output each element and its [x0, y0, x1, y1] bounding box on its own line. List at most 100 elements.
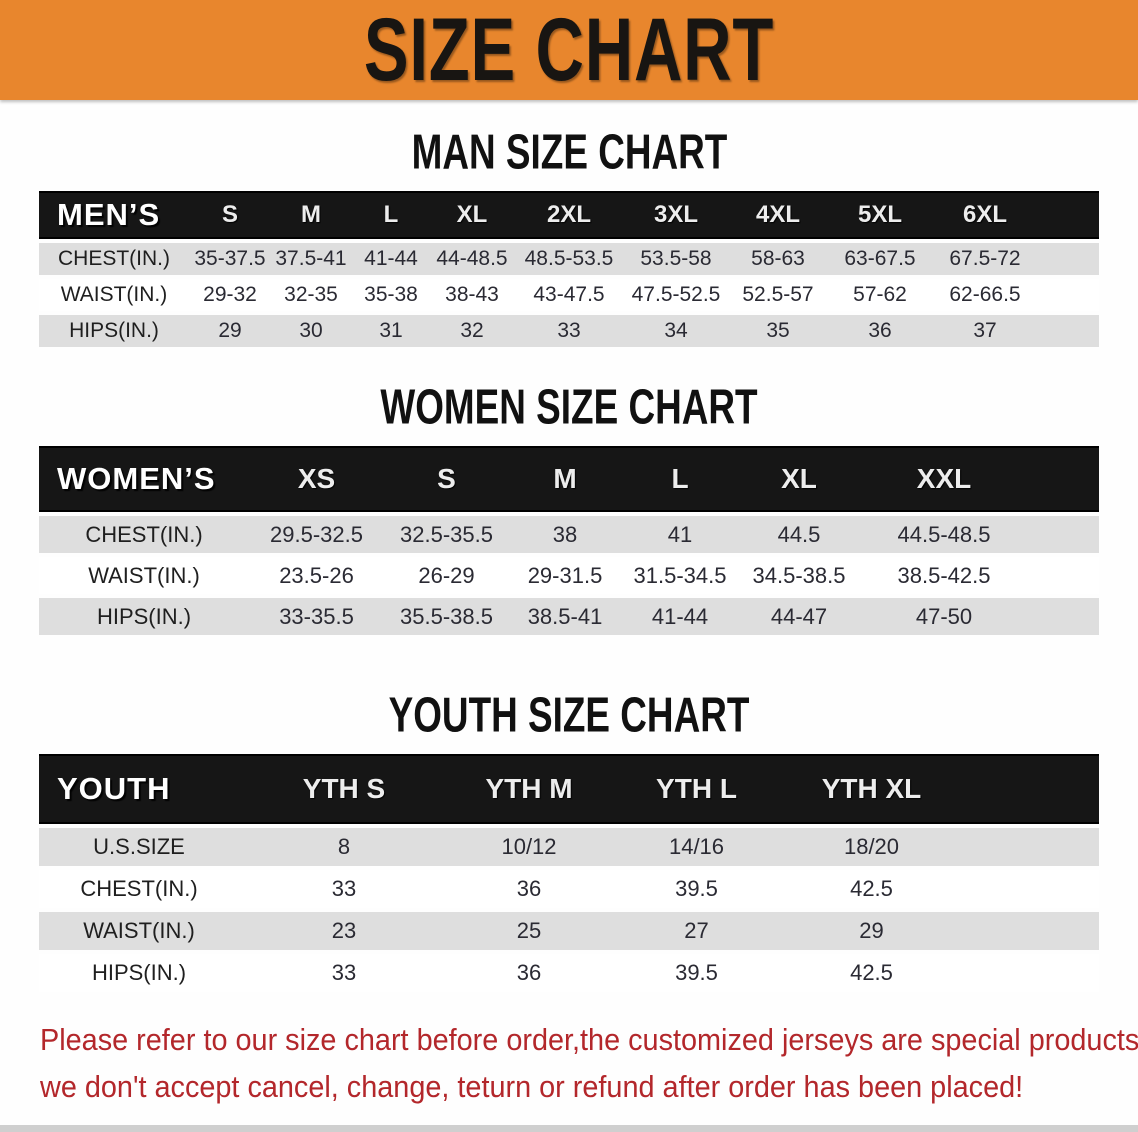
measurement-value-cell: 29-31.5: [509, 557, 621, 594]
spacer-cell: [959, 870, 1099, 908]
measurement-value-cell: 32.5-35.5: [384, 516, 509, 553]
measurement-value-cell: 29.5-32.5: [249, 516, 384, 553]
measurement-value-cell: 33-35.5: [249, 598, 384, 635]
measurement-row-label: HIPS(IN.): [39, 598, 249, 635]
measurement-row-label: CHEST(IN.): [39, 870, 239, 908]
men-section-title: MAN SIZE CHART: [411, 123, 727, 180]
measurement-value-cell: 26-29: [384, 557, 509, 594]
spacer-cell: [1029, 557, 1099, 594]
spacer-cell: [959, 754, 1099, 824]
measurement-value-cell: 27: [609, 912, 784, 950]
measurement-value-cell: 67.5-72: [931, 243, 1039, 275]
measurement-value-cell: 8: [239, 828, 449, 866]
spacer-cell: [1039, 315, 1099, 347]
measurement-value-cell: 47-50: [859, 598, 1029, 635]
measurement-value-cell: 10/12: [449, 828, 609, 866]
table-row: HIPS(IN.) 29 30 31 32 33 34 35 36 37: [39, 315, 1099, 347]
measurement-value-cell: 30: [271, 315, 351, 347]
measurement-value-cell: 38-43: [431, 279, 513, 311]
size-column-header: YTH XL: [784, 754, 959, 824]
spacer-cell: [959, 912, 1099, 950]
measurement-value-cell: 29: [189, 315, 271, 347]
spacer-cell: [959, 828, 1099, 866]
table-header-band: WOMEN’S XS S M L XL XXL: [39, 446, 1099, 512]
measurement-value-cell: 41-44: [351, 243, 431, 275]
table-row: U.S.SIZE 8 10/12 14/16 18/20: [39, 828, 1099, 866]
spacer-cell: [1039, 279, 1099, 311]
measurement-value-cell: 35-38: [351, 279, 431, 311]
size-column-header: 2XL: [513, 191, 625, 239]
bottom-stripe: [0, 1125, 1138, 1132]
measurement-row-label: HIPS(IN.): [39, 315, 189, 347]
measurement-value-cell: 29-32: [189, 279, 271, 311]
measurement-value-cell: 35-37.5: [189, 243, 271, 275]
table-corner-label: YOUTH: [39, 754, 239, 824]
measurement-row-label: HIPS(IN.): [39, 954, 239, 992]
size-column-header: XS: [249, 446, 384, 512]
measurement-value-cell: 52.5-57: [727, 279, 829, 311]
measurement-value-cell: 58-63: [727, 243, 829, 275]
table-header-band: MEN’S S M L XL 2XL 3XL 4XL 5XL 6XL: [39, 191, 1099, 239]
table-corner-label: MEN’S: [39, 191, 189, 239]
measurement-value-cell: 25: [449, 912, 609, 950]
disclaimer-line-1: Please refer to our size chart before or…: [40, 1022, 1138, 1057]
measurement-value-cell: 36: [449, 954, 609, 992]
measurement-value-cell: 44.5: [739, 516, 859, 553]
men-size-table: MEN’S S M L XL 2XL 3XL 4XL 5XL 6XL CHEST(IN.) 35-37…: [39, 187, 1099, 351]
measurement-value-cell: 42.5: [784, 870, 959, 908]
measurement-value-cell: 62-66.5: [931, 279, 1039, 311]
spacer-cell: [1029, 516, 1099, 553]
spacer-cell: [1039, 191, 1099, 239]
size-chart-banner: SIZE CHART: [0, 0, 1138, 100]
measurement-value-cell: 32: [431, 315, 513, 347]
size-column-header: L: [621, 446, 739, 512]
measurement-value-cell: 35.5-38.5: [384, 598, 509, 635]
table-row: CHEST(IN.) 29.5-32.5 32.5-35.5 38 41 44.5 44.5…: [39, 516, 1099, 553]
measurement-value-cell: 42.5: [784, 954, 959, 992]
disclaimer-line-2: we don't accept cancel, change, teturn o…: [40, 1069, 1024, 1104]
table-row: WAIST(IN.) 23.5-26 26-29 29-31.5 31.5-34.5 34…: [39, 557, 1099, 594]
measurement-value-cell: 33: [239, 870, 449, 908]
spacer-cell: [1029, 446, 1099, 512]
size-column-header: S: [384, 446, 509, 512]
size-column-header: 6XL: [931, 191, 1039, 239]
measurement-value-cell: 32-35: [271, 279, 351, 311]
measurement-value-cell: 63-67.5: [829, 243, 931, 275]
spacer-cell: [959, 954, 1099, 992]
table-header-band: YOUTH YTH S YTH M YTH L YTH XL: [39, 754, 1099, 824]
measurement-value-cell: 31.5-34.5: [621, 557, 739, 594]
youth-size-table: YOUTH YTH S YTH M YTH L YTH XL U.S.SIZE 8 10/12…: [39, 750, 1099, 996]
measurement-value-cell: 53.5-58: [625, 243, 727, 275]
measurement-value-cell: 43-47.5: [513, 279, 625, 311]
measurement-value-cell: 37: [931, 315, 1039, 347]
measurement-value-cell: 29: [784, 912, 959, 950]
size-column-header: 3XL: [625, 191, 727, 239]
table-row: CHEST(IN.) 35-37.5 37.5-41 41-44 44-48.5 48.5…: [39, 243, 1099, 275]
measurement-row-label: CHEST(IN.): [39, 516, 249, 553]
size-column-header: L: [351, 191, 431, 239]
measurement-value-cell: 38: [509, 516, 621, 553]
measurement-value-cell: 35: [727, 315, 829, 347]
measurement-value-cell: 33: [239, 954, 449, 992]
table-row: CHEST(IN.) 33 36 39.5 42.5: [39, 870, 1099, 908]
measurement-row-label: WAIST(IN.): [39, 912, 239, 950]
measurement-value-cell: 44-48.5: [431, 243, 513, 275]
measurement-value-cell: 36: [829, 315, 931, 347]
measurement-value-cell: 57-62: [829, 279, 931, 311]
banner-title: SIZE CHART: [363, 0, 775, 100]
size-column-header: XL: [739, 446, 859, 512]
measurement-value-cell: 39.5: [609, 870, 784, 908]
measurement-value-cell: 41-44: [621, 598, 739, 635]
measurement-value-cell: 48.5-53.5: [513, 243, 625, 275]
measurement-value-cell: 38.5-41: [509, 598, 621, 635]
measurement-value-cell: 44.5-48.5: [859, 516, 1029, 553]
spacer-cell: [1029, 598, 1099, 635]
measurement-row-label: WAIST(IN.): [39, 279, 189, 311]
measurement-value-cell: 37.5-41: [271, 243, 351, 275]
table-row: HIPS(IN.) 33 36 39.5 42.5: [39, 954, 1099, 992]
size-column-header: YTH L: [609, 754, 784, 824]
order-disclaimer: Please refer to our size chart before or…: [40, 1016, 1138, 1110]
size-column-header: 5XL: [829, 191, 931, 239]
table-corner-label: WOMEN’S: [39, 446, 249, 512]
table-row: WAIST(IN.) 29-32 32-35 35-38 38-43 43-47.5 47.…: [39, 279, 1099, 311]
